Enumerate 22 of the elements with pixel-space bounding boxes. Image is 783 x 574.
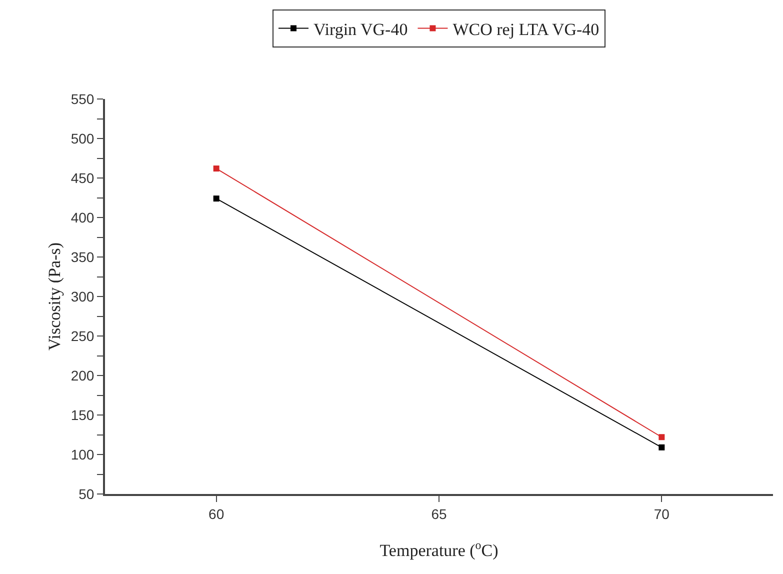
y-tick-label: 500 bbox=[70, 130, 94, 146]
point bbox=[213, 166, 220, 172]
x-tick-label: 60 bbox=[208, 506, 224, 522]
y-tick-label: 550 bbox=[70, 90, 94, 107]
x-tick-label: 65 bbox=[431, 506, 447, 522]
y-tick-label: 50 bbox=[78, 486, 94, 502]
legend-label: Virgin VG-40 bbox=[314, 20, 408, 39]
y-tick-label: 250 bbox=[70, 328, 94, 344]
point bbox=[213, 196, 220, 202]
legend-label: WCO rej LTA VG-40 bbox=[452, 20, 600, 39]
x-tick-label: 70 bbox=[654, 506, 670, 522]
y-tick-label: 300 bbox=[70, 288, 94, 304]
point bbox=[658, 444, 665, 450]
y-axis-title: Viscosity (Pa-s) bbox=[45, 242, 64, 351]
y-tick-label: 350 bbox=[70, 248, 94, 265]
y-tick-label: 400 bbox=[70, 209, 94, 226]
y-tick-label: 150 bbox=[70, 406, 94, 423]
y-tick-label: 450 bbox=[70, 170, 94, 186]
y-tick-label: 100 bbox=[70, 446, 94, 462]
x-axis-title: Temperature ($^{o}$C) bbox=[380, 538, 498, 560]
point bbox=[658, 434, 665, 440]
y-tick-label: 200 bbox=[70, 367, 94, 384]
